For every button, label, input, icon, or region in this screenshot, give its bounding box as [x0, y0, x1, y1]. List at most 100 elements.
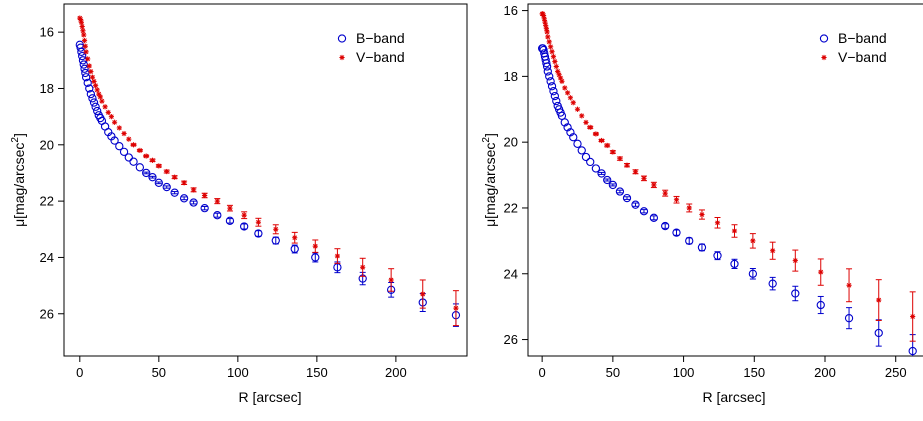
data-point — [254, 229, 263, 238]
data-point — [241, 212, 247, 218]
error-bar — [616, 189, 623, 194]
data-point — [672, 228, 681, 237]
data-point — [566, 128, 575, 137]
data-point — [115, 142, 124, 151]
left-panel: 0 50 100 150 200 16 18 20 22 24 26 R [arcsec] μ[mag/… — [10, 3, 468, 405]
error-bar — [241, 223, 248, 230]
data-point — [172, 174, 178, 180]
data-point — [910, 313, 916, 320]
error-bar — [143, 171, 150, 175]
data-point — [631, 200, 640, 209]
data-point — [200, 204, 209, 213]
data-point — [170, 188, 179, 197]
data-point — [110, 136, 119, 145]
x-tick-label: 100 — [227, 365, 249, 380]
data-point — [550, 91, 560, 101]
y-tick-label: 16 — [504, 3, 518, 18]
legend: B−band V−band — [819, 30, 887, 65]
data-point — [713, 251, 722, 260]
data-point — [593, 131, 599, 137]
data-point — [570, 100, 576, 106]
data-point — [547, 82, 557, 91]
data-point — [791, 289, 800, 298]
data-point — [624, 162, 630, 168]
y-tick-label: 26 — [40, 306, 54, 321]
data-point — [126, 136, 132, 142]
error-bar — [163, 185, 170, 189]
y-axis-title: μ[mag/arcsec2] — [481, 133, 498, 227]
error-bar — [624, 196, 630, 200]
error-bar — [155, 181, 162, 185]
data-point — [540, 12, 547, 19]
data-point — [83, 78, 92, 87]
error-bar — [792, 285, 799, 302]
y-tick-label: 16 — [40, 25, 54, 40]
data-point — [581, 152, 591, 162]
data-point — [821, 54, 827, 61]
error-bar — [598, 171, 605, 175]
data-point — [545, 72, 554, 81]
series-b-band — [537, 44, 917, 356]
legend-item: B−band — [819, 30, 887, 46]
data-point — [573, 139, 582, 148]
data-point — [553, 63, 559, 70]
error-bar — [604, 178, 611, 182]
data-point — [565, 90, 571, 96]
data-point — [81, 38, 88, 44]
data-point — [119, 147, 129, 156]
x-tick-label: 0 — [76, 365, 83, 380]
data-point — [420, 291, 426, 297]
data-point — [574, 106, 581, 112]
series-v-band — [77, 15, 459, 327]
data-point — [137, 147, 143, 154]
data-point — [89, 74, 96, 80]
data-point — [699, 211, 705, 218]
error-bar — [662, 223, 669, 229]
data-point — [686, 205, 692, 211]
error-bar — [650, 215, 657, 221]
data-point — [94, 87, 100, 93]
y-tick-label: 20 — [40, 137, 54, 152]
plot-frame — [527, 3, 923, 357]
data-point — [552, 96, 561, 106]
data-point — [610, 149, 616, 155]
data-point — [225, 216, 235, 225]
data-point — [579, 113, 585, 119]
data-point — [542, 59, 551, 68]
data-point — [202, 192, 208, 199]
data-point — [604, 142, 610, 149]
x-axis-title: R [arcsec] — [238, 389, 301, 405]
data-point — [598, 137, 605, 144]
error-bar — [632, 202, 639, 207]
error-bar — [255, 230, 262, 237]
data-point — [622, 193, 632, 203]
x-tick-label: 200 — [814, 365, 836, 380]
y-tick-label: 18 — [40, 81, 54, 96]
data-point — [583, 119, 589, 126]
error-bar — [769, 276, 776, 291]
plot-frame — [63, 3, 468, 357]
legend: B−band V−band — [337, 30, 405, 65]
data-point — [91, 102, 100, 111]
data-point — [544, 29, 550, 35]
data-point — [88, 68, 94, 75]
y-axis-title: μ[mag/arcsec2] — [10, 133, 27, 227]
data-point — [673, 197, 680, 203]
error-bar — [226, 218, 233, 224]
x-tick-label: 0 — [539, 365, 546, 380]
data-point — [617, 156, 623, 162]
data-point — [685, 236, 694, 246]
y-tick-label: 24 — [504, 266, 518, 281]
data-point — [662, 190, 668, 196]
data-point — [641, 175, 647, 181]
data-point — [135, 163, 145, 172]
data-point — [149, 157, 156, 163]
data-point — [874, 328, 883, 338]
error-bar — [201, 205, 208, 211]
data-point — [292, 235, 298, 241]
legend-item: V−band — [821, 49, 887, 65]
error-bar — [181, 196, 188, 201]
x-axis-title: R [arcsec] — [702, 389, 765, 405]
x-tick-label: 150 — [743, 365, 765, 380]
right-panel: 0 50 100 150 200 250 16 18 20 22 24 26 R [arcsec] μ[m… — [481, 3, 923, 405]
